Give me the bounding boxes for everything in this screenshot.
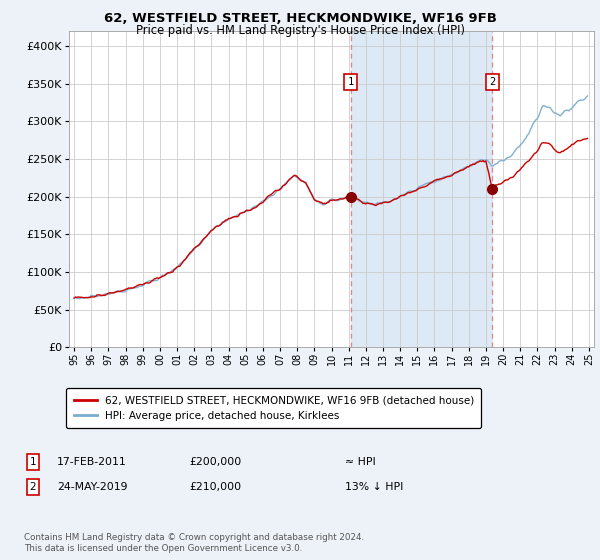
Text: 24-MAY-2019: 24-MAY-2019 [57, 482, 128, 492]
Bar [351, 31, 493, 347]
Text: Price paid vs. HM Land Registry's House Price Index (HPI): Price paid vs. HM Land Registry's House … [136, 24, 464, 36]
Text: 2: 2 [29, 482, 37, 492]
Text: £210,000: £210,000 [189, 482, 241, 492]
Text: 2: 2 [490, 77, 496, 87]
Text: 13% ↓ HPI: 13% ↓ HPI [345, 482, 403, 492]
Text: 62, WESTFIELD STREET, HECKMONDWIKE, WF16 9FB: 62, WESTFIELD STREET, HECKMONDWIKE, WF16… [104, 12, 496, 25]
Text: Contains HM Land Registry data © Crown copyright and database right 2024.
This d: Contains HM Land Registry data © Crown c… [24, 533, 364, 553]
Text: £200,000: £200,000 [189, 457, 241, 467]
Text: 1: 1 [29, 457, 37, 467]
Text: 17-FEB-2011: 17-FEB-2011 [57, 457, 127, 467]
Text: 1: 1 [347, 77, 354, 87]
Text: ≈ HPI: ≈ HPI [345, 457, 376, 467]
Legend: 62, WESTFIELD STREET, HECKMONDWIKE, WF16 9FB (detached house), HPI: Average pric: 62, WESTFIELD STREET, HECKMONDWIKE, WF16… [67, 388, 481, 428]
